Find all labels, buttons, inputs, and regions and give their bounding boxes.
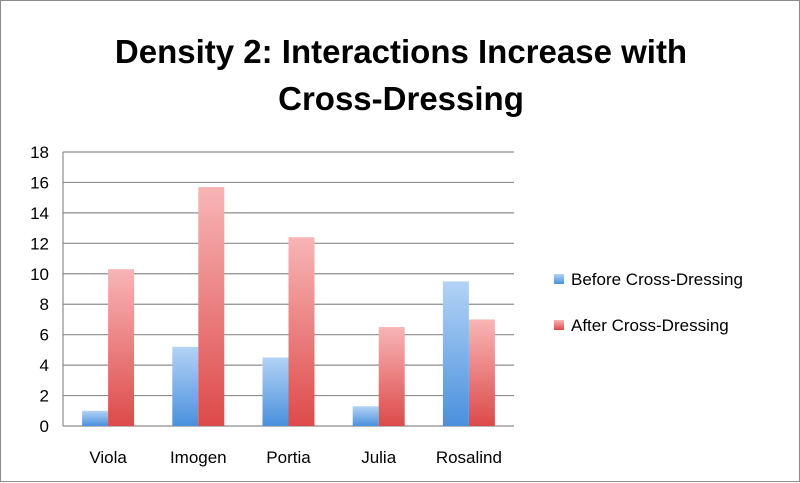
y-tick-label: 12 xyxy=(30,234,49,253)
chart-title-line-1: Density 2: Interactions Increase with xyxy=(115,33,687,70)
legend-swatch-series-1 xyxy=(554,274,564,284)
y-tick-label: 6 xyxy=(40,326,49,345)
bar-julia-series-2 xyxy=(378,327,405,426)
y-tick-label: 16 xyxy=(30,173,49,192)
y-tick-label: 2 xyxy=(40,387,49,406)
y-tick-label: 14 xyxy=(30,204,49,223)
x-tick-label: Imogen xyxy=(170,448,227,467)
bar-portia-series-1 xyxy=(262,357,289,426)
bar-rosalind-series-2 xyxy=(468,319,495,426)
legend-label-series-2: After Cross-Dressing xyxy=(571,316,729,335)
x-tick-label: Julia xyxy=(361,448,397,467)
bar-imogen-series-2 xyxy=(198,187,225,426)
bar-imogen-series-1 xyxy=(172,346,199,426)
x-tick-label: Portia xyxy=(266,448,311,467)
bar-viola-series-2 xyxy=(108,269,135,426)
bar-julia-series-1 xyxy=(352,406,379,426)
y-tick-label: 10 xyxy=(30,265,49,284)
y-tick-label: 0 xyxy=(40,417,49,436)
bars xyxy=(82,187,495,426)
y-tick-label: 18 xyxy=(30,143,49,162)
x-tick-label: Rosalind xyxy=(436,448,502,467)
y-tick-label: 4 xyxy=(40,356,49,375)
x-tick-label: Viola xyxy=(89,448,127,467)
bar-rosalind-series-1 xyxy=(442,281,469,426)
bar-portia-series-2 xyxy=(288,237,315,426)
tick-labels: 0 2 4 6 8 10 12 14 16 18 Viola Imogen Portia Julia Ros… xyxy=(30,143,502,467)
legend-label-series-1: Before Cross-Dressing xyxy=(571,270,743,289)
legend: Before Cross-Dressing After Cross-Dressin… xyxy=(554,270,743,335)
legend-swatch-series-2 xyxy=(554,320,564,330)
y-tick-label: 8 xyxy=(40,295,49,314)
chart-title-line-2: Cross-Dressing xyxy=(278,80,524,117)
bar-viola-series-1 xyxy=(82,410,109,426)
